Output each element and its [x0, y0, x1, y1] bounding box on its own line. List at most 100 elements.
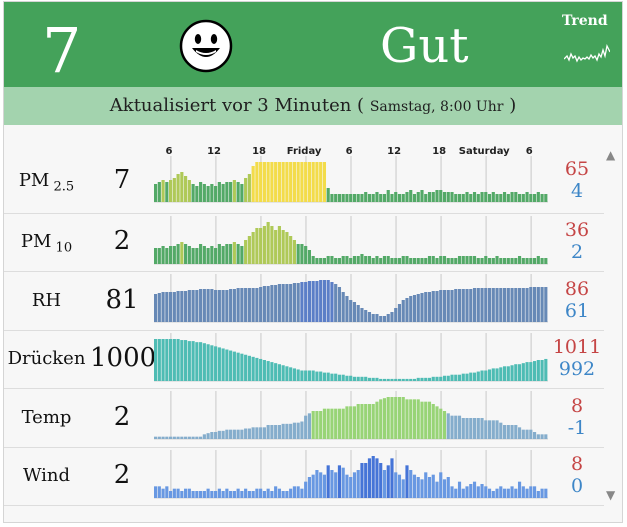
sparkline-bar	[405, 378, 409, 381]
sparkline-bar	[476, 486, 480, 498]
sparkline-bar	[214, 248, 218, 264]
sparkline-bar	[409, 399, 413, 439]
axis-tick-label: Friday	[286, 146, 322, 157]
sparkline-bar	[390, 312, 394, 322]
sparkline-bar	[334, 373, 338, 381]
sensor-row-pm10[interactable]: PM 10 2 36 2	[4, 214, 604, 272]
sparkline-bar	[356, 470, 360, 498]
sparkline-bar	[364, 404, 368, 439]
sparkline-bar	[176, 174, 180, 202]
sparkline-bar	[157, 339, 161, 381]
sparkline-bar	[229, 491, 233, 498]
sparkline-bar	[221, 348, 225, 381]
sparkline-bar	[277, 425, 281, 439]
sparkline-bar	[337, 194, 342, 202]
sparkline-bar	[232, 351, 236, 381]
sparkline-bar	[296, 162, 300, 202]
sensor-sparkline	[154, 450, 548, 499]
sparkline-bar	[390, 458, 394, 498]
sparkline-bar	[240, 184, 244, 202]
sparkline-bar	[424, 472, 428, 498]
sparkline-bar	[540, 194, 544, 202]
sparkline-bar	[240, 353, 244, 381]
sparkline-bar	[352, 302, 357, 322]
sensor-row-pm25[interactable]: PM 2.5 7 65 4	[4, 126, 604, 214]
sparkline-bar	[499, 258, 503, 264]
scroll-down-arrow-icon[interactable]: ▼	[606, 488, 616, 502]
sensor-min-value: -1	[567, 416, 587, 439]
sparkline-bar	[439, 408, 443, 439]
sparkline-bar	[307, 162, 311, 202]
sparkline-bar	[506, 425, 510, 439]
sparkline-bar	[195, 248, 199, 264]
sparkline-bar	[356, 194, 360, 202]
sparkline-bar	[499, 367, 503, 381]
sparkline-bar	[169, 491, 173, 498]
sparkline-bar	[266, 425, 270, 439]
sparkline-bar	[191, 184, 195, 202]
sparkline-bar	[465, 192, 469, 202]
sparkline-bar	[322, 280, 327, 322]
sparkline-bar	[544, 358, 548, 381]
sensor-min-value: 2	[570, 241, 584, 263]
sparkline-bar	[266, 286, 270, 322]
sparkline-bar	[424, 377, 428, 381]
sparkline-bar	[514, 258, 518, 264]
sparkline-bar	[154, 339, 158, 381]
sparkline-bar	[165, 339, 169, 381]
sparkline-bar	[259, 287, 263, 322]
sparkline-bar	[165, 486, 169, 498]
sparkline-bar	[446, 290, 450, 322]
sparkline-bar	[521, 194, 525, 202]
sparkline-bar	[199, 436, 203, 439]
sparkline-bar	[517, 256, 522, 264]
scroll-up-arrow-icon[interactable]: ▲	[606, 148, 616, 162]
sparkline-bar	[360, 308, 364, 322]
sparkline-bar	[277, 284, 281, 322]
sparkline-bar	[337, 465, 342, 498]
sparkline-bar	[412, 378, 417, 381]
sparkline-bar	[469, 372, 473, 381]
sparkline-bar	[472, 288, 477, 322]
sparkline-icon[interactable]	[564, 42, 610, 66]
sparkline-bar	[424, 194, 428, 202]
sparkline-bar	[529, 287, 533, 322]
sensor-row-pressure[interactable]: Drücken 1000 1011 992	[4, 331, 604, 389]
sparkline-bar	[499, 422, 503, 439]
trend-button[interactable]: Trend	[562, 13, 608, 29]
sparkline-bar	[330, 373, 334, 381]
sparkline-bar	[195, 436, 199, 439]
sensor-row-wind[interactable]: Wind 2 8 0	[4, 448, 604, 506]
sensor-min-value: 61	[564, 299, 590, 322]
sensor-label-text: PM	[20, 231, 52, 252]
sparkline-bar	[472, 192, 477, 202]
sparkline-bar	[367, 404, 372, 439]
sparkline-bar	[326, 465, 330, 498]
sparkline-bar	[214, 491, 218, 498]
sparkline-bar	[394, 397, 398, 439]
sparkline-bar	[262, 286, 266, 322]
sensor-current-value: 7	[113, 165, 131, 195]
sparkline-bar	[379, 316, 383, 322]
sparkline-bar	[292, 486, 296, 498]
sparkline-bar	[540, 287, 544, 322]
sensor-row-rh[interactable]: RH 81 86 61	[4, 272, 604, 331]
sparkline-bar	[165, 292, 169, 322]
sparkline-bar	[244, 178, 248, 202]
sparkline-bar	[491, 258, 495, 264]
sensor-label: Drücken	[4, 348, 89, 369]
sparkline-bar	[409, 378, 413, 381]
sparkline-bar	[356, 404, 360, 439]
sparkline-bar	[240, 288, 244, 322]
sparkline-bar	[285, 162, 289, 202]
sparkline-bar	[506, 366, 510, 381]
sparkline-bar	[217, 182, 221, 202]
sensor-row-temp[interactable]: Temp 2 8 -1	[4, 389, 604, 448]
sparkline-bar	[427, 401, 432, 439]
sparkline-bar	[221, 184, 225, 202]
sensor-sparkline	[154, 274, 548, 323]
sparkline-bar	[375, 192, 379, 202]
sparkline-bar	[154, 294, 158, 322]
sparkline-bar	[221, 430, 225, 439]
sparkline-bar	[532, 361, 537, 381]
